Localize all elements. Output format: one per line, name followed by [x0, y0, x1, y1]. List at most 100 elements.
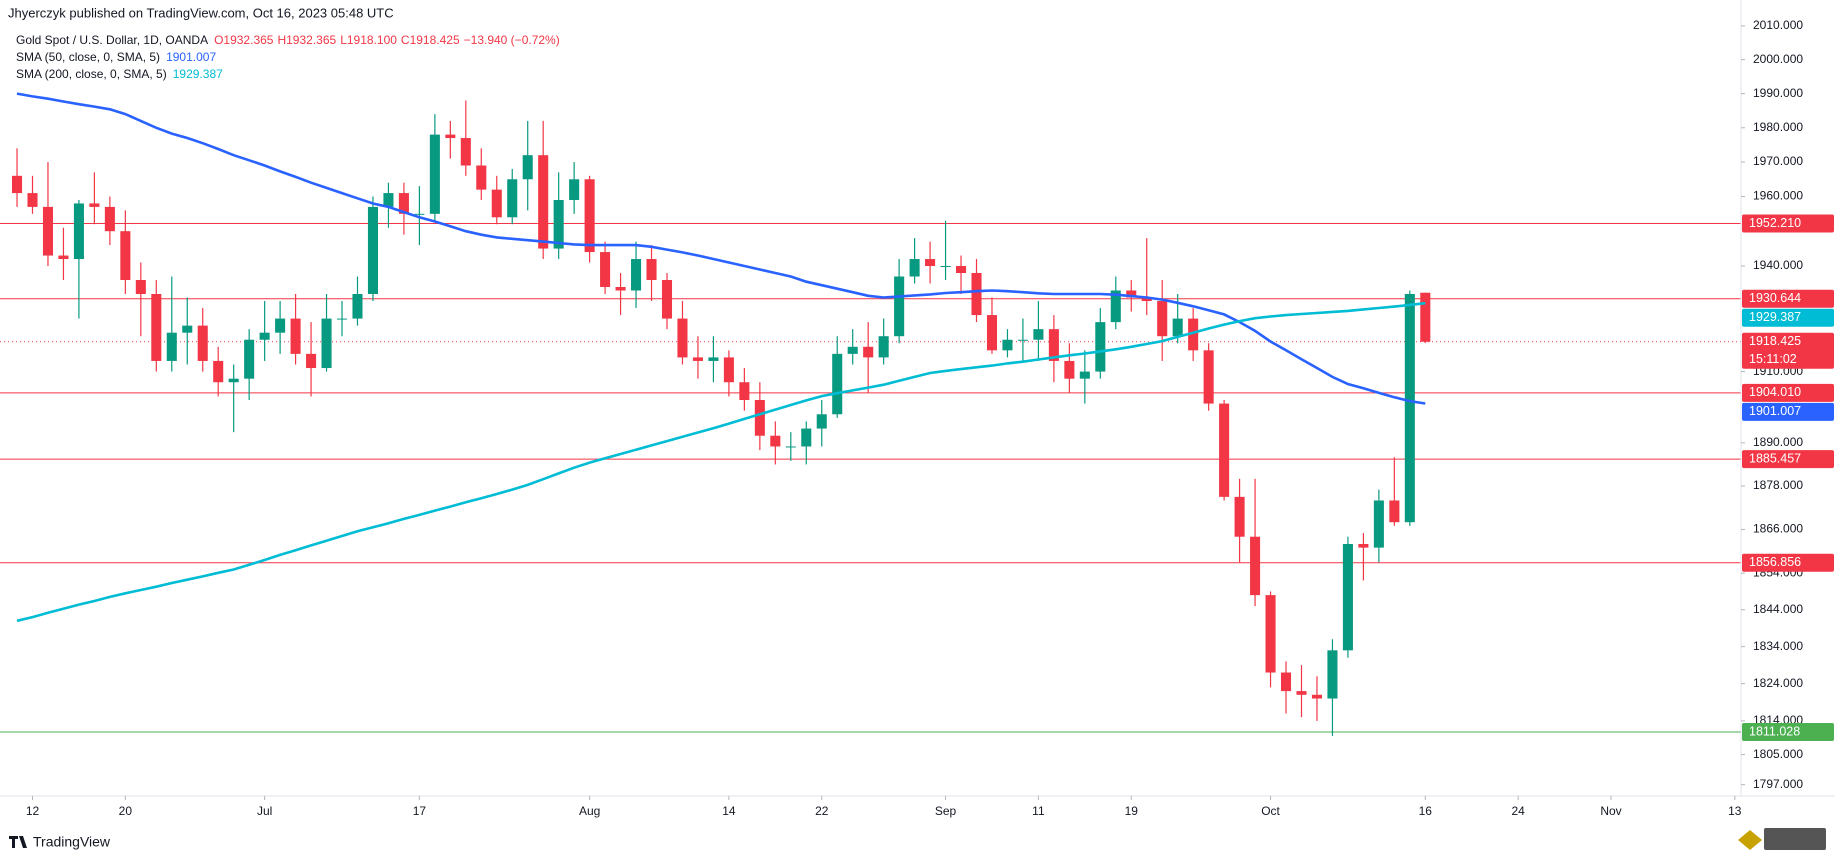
candle-body — [445, 134, 456, 139]
candle-body — [1033, 329, 1044, 340]
footer: TradingView — [9, 834, 111, 850]
candle-body — [925, 259, 936, 267]
x-tick-label: 19 — [1125, 804, 1139, 818]
candle-body — [151, 294, 162, 361]
x-tick-label: Oct — [1261, 804, 1280, 818]
candle-body — [42, 206, 54, 256]
y-tick-label: 1890.000 — [1753, 435, 1803, 449]
candle-body — [1064, 360, 1075, 379]
candle-body — [491, 189, 502, 218]
candle-body — [785, 446, 796, 448]
y-tick-label: 1970.000 — [1753, 154, 1803, 168]
x-tick-label: 22 — [815, 804, 829, 818]
candle-body — [1048, 329, 1059, 361]
candle-body — [135, 279, 146, 295]
candle-body — [1420, 292, 1431, 342]
price-tag-label: 1904.010 — [1749, 385, 1801, 399]
price-tag-label: 1901.007 — [1749, 404, 1801, 418]
candle-body — [507, 179, 518, 218]
candle-body — [11, 175, 23, 194]
sma-line — [16, 92, 1426, 405]
candle-body — [1342, 543, 1353, 651]
y-tick-label: 1940.000 — [1753, 258, 1803, 272]
y-tick-label: 2010.000 — [1753, 18, 1803, 32]
sma-line — [16, 301, 1426, 623]
candle-body — [1373, 500, 1384, 548]
ohlc-value: H1932.365 — [277, 33, 336, 47]
candle-body — [398, 193, 409, 214]
x-tick-label: Sep — [935, 804, 957, 818]
price-tag-label: 1930.644 — [1749, 291, 1801, 305]
candle-body — [1389, 500, 1400, 523]
candle-body — [383, 193, 394, 207]
moving-averages — [16, 92, 1426, 623]
x-tick-label: Aug — [579, 804, 600, 818]
candle-body — [894, 276, 905, 337]
price-labels: 1952.210 1930.644 1929.387 1918.425 15:11:02… — [1742, 214, 1834, 742]
price-tag — [1742, 214, 1834, 233]
x-tick-label: Jul — [257, 804, 272, 818]
candle-body — [1296, 691, 1307, 695]
x-tick-label: 12 — [26, 804, 40, 818]
candle-body — [352, 294, 363, 319]
candle-body — [863, 346, 874, 358]
y-tick-label: 1866.000 — [1753, 522, 1803, 536]
candle-body — [986, 315, 998, 351]
price-tag — [1742, 383, 1834, 402]
price-tag — [1742, 402, 1834, 421]
candle-body — [104, 206, 115, 232]
candle-body — [1188, 318, 1199, 351]
candle-body — [1126, 290, 1137, 298]
candle-body — [801, 428, 812, 447]
legend-sma50: SMA (50, close, 0, SMA, 5) 1901.007 — [16, 50, 216, 64]
candle-body — [971, 272, 982, 316]
candle-body — [336, 318, 348, 320]
candle-body — [1219, 403, 1230, 497]
candle-body — [1265, 595, 1276, 673]
candle-body — [522, 155, 533, 180]
candle-body — [197, 325, 208, 361]
y-tick-label: 1960.000 — [1753, 189, 1803, 203]
ohlc-value: L1918.100 — [340, 33, 397, 47]
candle-body — [553, 199, 564, 249]
candle-body — [429, 134, 440, 214]
candle-body — [832, 353, 843, 415]
candle-body — [476, 165, 487, 190]
candle-body — [909, 259, 920, 277]
x-tick-label: 20 — [119, 804, 133, 818]
candle-body — [754, 400, 765, 436]
y-tick-label: 1805.000 — [1753, 747, 1803, 761]
price-tag — [1742, 553, 1834, 572]
ohlc-value: O1932.365 — [214, 33, 274, 47]
y-tick-label: 1980.000 — [1753, 120, 1803, 134]
candle-body — [120, 231, 131, 280]
candle-body — [847, 346, 858, 354]
candle-body — [569, 179, 580, 200]
legend-value: 1901.007 — [166, 50, 216, 64]
candle-body — [1017, 339, 1028, 341]
footer-brand: TradingView — [33, 834, 111, 850]
candle-body — [166, 332, 177, 361]
candle-body — [1172, 318, 1183, 337]
candle-body — [1002, 339, 1013, 351]
candle-body — [213, 360, 224, 383]
candle-body — [1327, 650, 1338, 699]
candle-body — [58, 255, 69, 260]
price-tag-label: 1929.387 — [1749, 310, 1801, 324]
price-tag — [1742, 289, 1834, 308]
candle-body — [770, 435, 781, 447]
legend-name: SMA (200, close, 0, SMA, 5) — [16, 67, 167, 81]
candle-body — [1358, 543, 1369, 548]
legend-name: SMA (50, close, 0, SMA, 5) — [16, 50, 160, 64]
candle-body — [27, 193, 38, 207]
x-tick-label: 24 — [1511, 804, 1525, 818]
price-tag — [1742, 308, 1834, 327]
legend-value: 1929.387 — [173, 67, 223, 81]
candle-body — [1404, 294, 1415, 523]
candle-body — [940, 266, 951, 268]
candle-body — [692, 357, 703, 361]
candle-body — [1311, 694, 1322, 699]
candle-body — [739, 382, 750, 401]
